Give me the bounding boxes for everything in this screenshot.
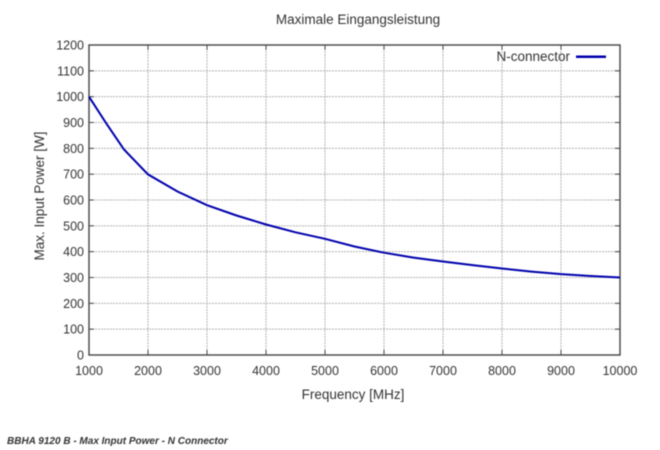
svg-text:N-connector: N-connector: [496, 49, 570, 64]
svg-text:1000: 1000: [56, 90, 84, 104]
svg-text:200: 200: [63, 297, 84, 311]
svg-text:BBHA 9120 B - Max Input Power: BBHA 9120 B - Max Input Power - N Connec…: [7, 436, 229, 447]
svg-text:4000: 4000: [252, 364, 280, 378]
svg-text:7000: 7000: [429, 364, 457, 378]
svg-text:8000: 8000: [488, 364, 516, 378]
svg-text:10000: 10000: [603, 364, 638, 378]
svg-text:800: 800: [63, 142, 84, 156]
svg-text:700: 700: [63, 168, 84, 182]
svg-text:1100: 1100: [57, 64, 84, 78]
svg-text:0: 0: [77, 349, 84, 363]
svg-text:900: 900: [63, 116, 84, 130]
svg-text:Maximale Eingangsleistung: Maximale Eingangsleistung: [276, 12, 440, 27]
svg-text:400: 400: [63, 245, 84, 259]
svg-text:500: 500: [63, 219, 84, 233]
svg-text:100: 100: [63, 323, 84, 337]
svg-text:3000: 3000: [193, 364, 221, 378]
svg-text:1200: 1200: [56, 39, 84, 53]
svg-text:5000: 5000: [311, 364, 339, 378]
svg-text:6000: 6000: [370, 364, 398, 378]
svg-text:2000: 2000: [134, 364, 162, 378]
svg-text:300: 300: [63, 271, 84, 285]
svg-text:Max. Input Power [W]: Max. Input Power [W]: [32, 131, 47, 260]
svg-text:600: 600: [63, 194, 84, 208]
svg-text:1000: 1000: [75, 364, 103, 378]
svg-text:Frequency [MHz]: Frequency [MHz]: [302, 387, 405, 402]
svg-text:9000: 9000: [547, 364, 575, 378]
